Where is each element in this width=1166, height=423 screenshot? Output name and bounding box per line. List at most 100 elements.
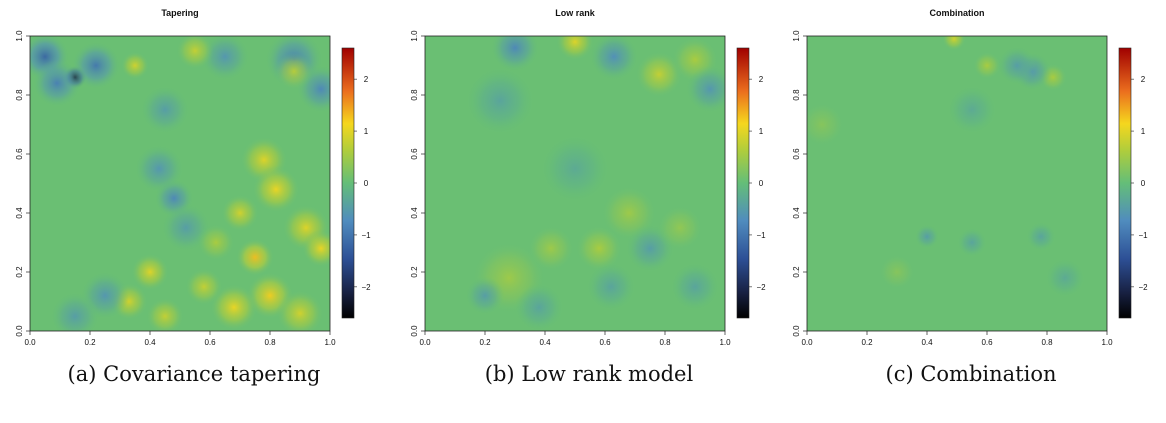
heatmap-blob	[877, 253, 917, 291]
heatmap-blob	[590, 36, 638, 81]
plot-frame	[29, 35, 331, 332]
colorbar-tick-label: 2	[364, 75, 369, 84]
heatmap-blob	[671, 263, 719, 311]
heatmap-field	[807, 36, 1107, 331]
x-tick-label: 0.0	[801, 338, 813, 347]
heatmap-blob	[235, 238, 275, 277]
colorbar-tick-label: 0	[759, 179, 764, 188]
x-tick-label: 0.4	[144, 338, 156, 347]
heatmap-blob	[807, 100, 846, 149]
heatmap-blob	[491, 36, 539, 72]
x-tick-label: 1.0	[324, 338, 336, 347]
heatmap-blob	[465, 276, 505, 315]
heatmap-blob	[210, 283, 258, 331]
heatmap-blob	[252, 165, 300, 213]
panel-combination: Combination 0.0 0.2 0.4 0.6 0.8 1.0 0.0 0.2 0.4 0.…	[777, 0, 1165, 423]
heatmap-blob	[686, 65, 725, 113]
x-tick-label: 0.2	[861, 338, 873, 347]
x-tick-label: 0.6	[981, 338, 993, 347]
heatmap-blob	[515, 283, 563, 331]
heatmap-blob	[141, 86, 189, 134]
colorbar	[736, 47, 750, 319]
colorbar-tick-label: 2	[759, 75, 764, 84]
heatmap-blob	[942, 36, 966, 51]
heatmap-blob	[555, 36, 595, 61]
y-tick-label: 0.6	[792, 148, 801, 160]
colorbar	[341, 47, 355, 319]
caption-combination: (c) Combination	[885, 362, 1057, 386]
y-tick-label: 0.8	[410, 89, 419, 101]
x-tick-label: 0.8	[264, 338, 276, 347]
colorbar-tick-label: −2	[361, 283, 371, 292]
y-tick-label: 0.2	[15, 266, 24, 278]
heatmap-blob	[587, 263, 635, 311]
heatmap-field	[425, 36, 725, 331]
y-tick-label: 0.4	[792, 207, 801, 219]
heatmap-blob	[276, 289, 324, 331]
plot-frame	[806, 35, 1108, 332]
chart-title: Tapering	[161, 8, 198, 18]
x-tick-label: 0.6	[204, 338, 216, 347]
y-tick-label: 0.6	[15, 148, 24, 160]
y-tick-label: 0.4	[15, 207, 24, 219]
heatmap-blob	[466, 67, 534, 134]
heatmap-blob	[575, 224, 623, 272]
heatmap-blob	[915, 224, 939, 249]
colorbar-tick-label: 0	[364, 179, 369, 188]
heatmap-blob	[1026, 222, 1056, 251]
heatmap-blob	[972, 51, 1002, 80]
heatmap-blob	[997, 46, 1037, 85]
x-tick-label: 0.6	[599, 338, 611, 347]
panel-low-rank: Low rank 0.0 0.2 0.4 0.6 0.8 1.0 0.0 0.2 0.4 0.6 0.…	[395, 0, 783, 423]
x-tick-label: 0.0	[419, 338, 431, 347]
heatmap-blob	[220, 194, 260, 232]
y-tick-label: 0.4	[410, 207, 419, 219]
heatmap-blob	[175, 36, 215, 70]
colorbar-tick-label: −1	[361, 231, 371, 240]
heatmap-blob	[145, 297, 185, 331]
heatmap-blob	[527, 224, 575, 272]
x-tick-label: 1.0	[1101, 338, 1113, 347]
y-tick-label: 0.8	[792, 89, 801, 101]
colorbar-tick-label: 1	[364, 127, 369, 136]
y-tick-label: 1.0	[15, 30, 24, 42]
heatmap-blob	[33, 59, 81, 107]
heatmap-blob	[541, 135, 609, 202]
colorbar-tick-label: −2	[756, 283, 766, 292]
y-tick-label: 1.0	[792, 30, 801, 42]
heatmap-blob	[51, 292, 99, 331]
colorbar-tick-label: −2	[1138, 283, 1148, 292]
colorbar-tick-label: 0	[1141, 179, 1146, 188]
caption-tapering: (a) Covariance tapering	[67, 362, 321, 386]
heatmap-blob	[130, 253, 170, 291]
heatmap-blob	[656, 204, 704, 252]
y-tick-label: 0.2	[792, 266, 801, 278]
y-tick-label: 0.6	[410, 148, 419, 160]
y-tick-label: 0.2	[410, 266, 419, 278]
y-tick-label: 0.8	[15, 89, 24, 101]
chart-title: Low rank	[555, 8, 596, 18]
x-tick-label: 0.4	[921, 338, 933, 347]
y-tick-label: 0.0	[15, 325, 24, 337]
y-tick-label: 1.0	[410, 30, 419, 42]
heatmap-blob	[957, 228, 987, 257]
heatmap-blob	[1045, 259, 1085, 297]
x-tick-label: 0.8	[1041, 338, 1053, 347]
panel-tapering: Tapering 0.0 0.2 0.4 0.6 0.8 1.0 0.0 0.2 0.4 0.6 0.…	[0, 0, 388, 423]
heatmap-blob	[196, 223, 236, 262]
y-tick-label: 0.0	[410, 325, 419, 337]
heatmap-blob	[120, 51, 150, 80]
colorbar-tick-label: −1	[756, 231, 766, 240]
y-tick-label: 0.0	[792, 325, 801, 337]
x-tick-label: 0.0	[24, 338, 36, 347]
colorbar	[1118, 47, 1132, 319]
colorbar-tick-label: 2	[1141, 75, 1146, 84]
heatmap-blob	[135, 145, 183, 193]
heatmap-field	[30, 36, 330, 331]
x-tick-label: 1.0	[719, 338, 731, 347]
colorbar-tick-label: 1	[1141, 127, 1146, 136]
x-tick-label: 0.2	[479, 338, 491, 347]
heatmap-low-rank: Low rank 0.0 0.2 0.4 0.6 0.8 1.0 0.0 0.2 0.4 0.6 0.…	[410, 8, 766, 347]
heatmap-tapering: Tapering 0.0 0.2 0.4 0.6 0.8 1.0 0.0 0.2 0.4 0.6 0.…	[15, 8, 371, 347]
colorbar-tick-label: −1	[1138, 231, 1148, 240]
